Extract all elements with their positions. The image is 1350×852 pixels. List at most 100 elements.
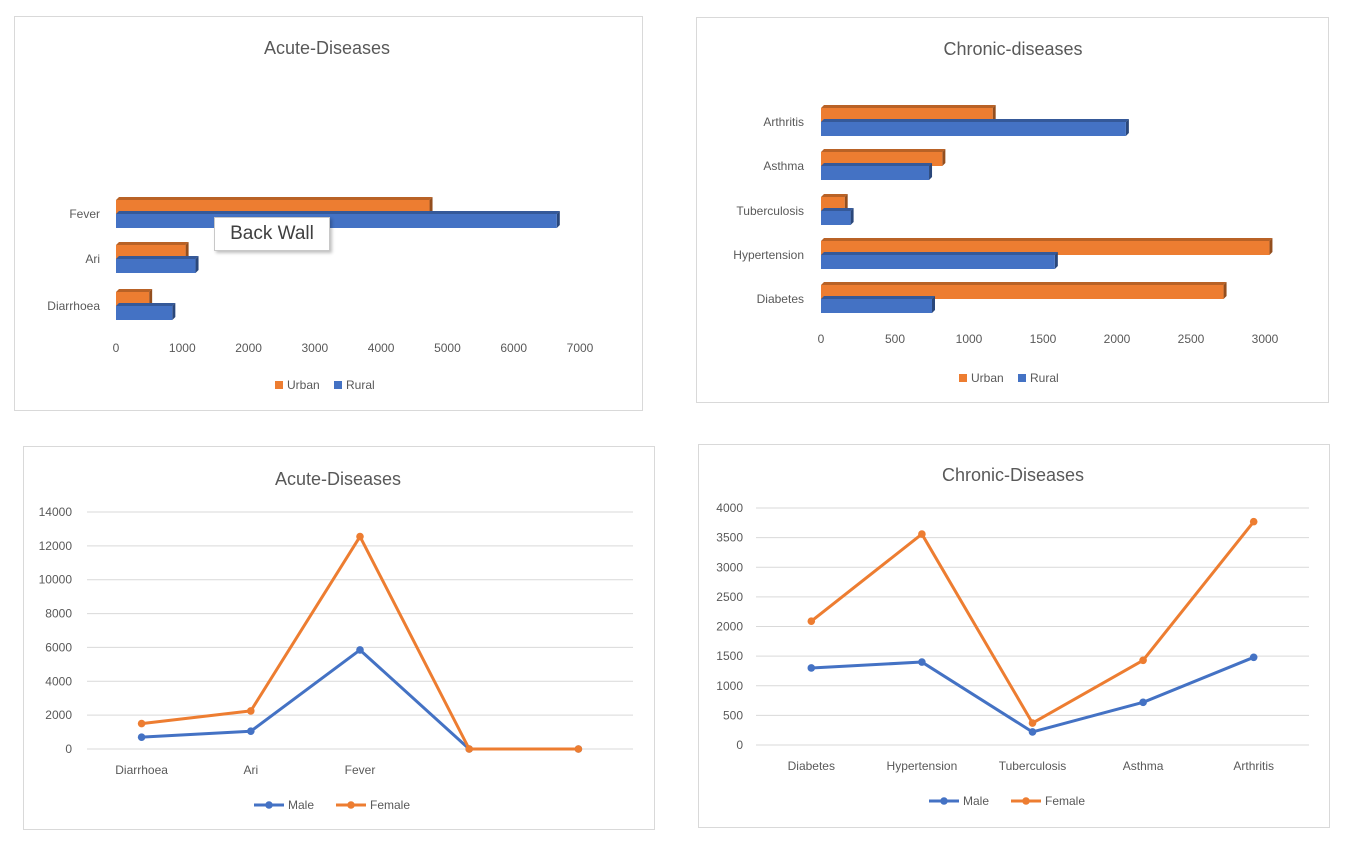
x-tick-label: 7000 [567,341,594,355]
y-tick-label: 6000 [45,640,72,654]
acute-line-chart-svg: Acute-Diseases 0 2000 4000 6000 8000 10000 1200… [39,469,633,812]
bar-urban [821,285,1224,299]
chart-title: Acute-Diseases [275,469,401,489]
data-point-male [807,664,816,672]
x-tick-label: 0 [113,341,120,355]
legend-label: Male [288,798,314,812]
bar-side-face [929,163,933,180]
data-point-female [356,532,364,541]
chart-title: Chronic-Diseases [942,465,1084,485]
chart-title: Acute-Diseases [264,38,390,58]
bar-urban [116,245,186,259]
x-tick-label: 2500 [1178,332,1205,346]
x-tick-label: 4000 [368,341,395,355]
x-tick-label: 500 [885,332,905,346]
bar-top-face [821,194,848,197]
y-tick-label: 0 [65,742,72,756]
data-point-female [918,530,926,538]
bar-side-face [942,149,946,166]
data-point-female [1249,517,1258,526]
y-tick-label: 1500 [716,649,743,663]
x-tick-label: 1500 [1030,332,1057,346]
data-point-male [1249,653,1258,662]
x-tick-label: 5000 [434,341,461,355]
bar-top-face [821,238,1273,241]
x-tick-label: 1000 [956,332,983,346]
bar-rural [116,214,557,228]
legend-label: Rural [346,378,375,392]
category-label: Diabetes [757,292,804,306]
bar-side-face [172,303,176,320]
bar-top-face [821,252,1058,255]
data-point-male [356,646,364,654]
data-point-female [465,745,474,753]
back-wall-tooltip: Back Wall [214,217,330,251]
acute-diseases-line-chart[interactable]: Acute-Diseases 0 2000 4000 6000 8000 10000 1200… [23,446,655,830]
y-tick-label: 0 [736,738,743,752]
legend-swatch-rural [1018,374,1026,382]
data-point-male [137,733,146,741]
acute-diseases-bar-chart[interactable]: Acute-Diseases 0 1000 2000 3000 4000 5000 6000 7… [14,16,643,411]
bar-rural [821,255,1055,269]
data-point-female [807,617,816,625]
bar-side-face [195,256,199,273]
legend-swatch-rural [334,381,342,389]
y-tick-label: 3500 [716,531,743,545]
bar-top-face [821,296,935,299]
chronic-diseases-line-chart[interactable]: Chronic-Diseases 0 500 1000 1500 2000 2500 3000… [698,444,1330,828]
data-point-female [137,719,146,728]
y-tick-label: 1000 [716,679,743,693]
bar-side-face [932,296,935,313]
x-tick-label: 3000 [302,341,329,355]
x-tick-label: 1000 [169,341,196,355]
bar-side-face [850,208,854,225]
series-line-female [810,520,1255,725]
legend-marker-female [1022,797,1030,805]
legend-swatch-urban [959,374,967,382]
y-tick-label: 2000 [45,708,72,722]
chronic-diseases-bar-chart[interactable]: Chronic-diseases 0 500 1000 1500 2000 2500 3000… [696,17,1329,403]
data-point-female [247,707,255,715]
category-label: Ari [243,763,258,777]
bar-top-face [116,289,153,292]
y-tick-label: 4000 [45,674,72,688]
bar-side-face [1269,238,1273,255]
legend-marker-female [347,801,355,809]
y-tick-label: 500 [723,708,743,722]
bar-urban [821,197,845,211]
series-line-male [141,648,579,751]
y-tick-label: 4000 [716,501,743,515]
category-label: Diabetes [788,759,835,773]
data-point-female [1028,719,1037,727]
y-tick-label: 10000 [39,573,73,587]
bar-rural [821,211,851,225]
bar-urban [821,241,1270,255]
data-point-male [918,658,926,666]
bar-side-face [429,197,433,214]
bar-side-face [992,105,996,122]
bar-rural [116,259,196,273]
bar-rural [821,166,930,180]
chart-title: Chronic-diseases [943,39,1082,59]
bar-side-face [844,194,848,211]
category-label: Fever [345,763,376,777]
legend-swatch-urban [275,381,283,389]
legend-label: Female [370,798,410,812]
bar-side-face [149,289,153,306]
y-tick-label: 2000 [716,620,743,634]
y-tick-label: 14000 [39,505,73,519]
bar-urban [116,200,430,214]
bar-top-face [116,197,433,200]
x-tick-label: 6000 [500,341,527,355]
legend-label: Male [963,794,989,808]
bar-top-face [116,256,199,259]
bar-top-face [116,211,560,214]
chronic-line-chart-svg: Chronic-Diseases 0 500 1000 1500 2000 2500 3000… [716,465,1309,808]
y-tick-label: 12000 [39,539,73,553]
data-point-male [1028,728,1037,736]
bar-urban [821,108,993,122]
bar-top-face [821,208,854,211]
data-point-male [1139,698,1147,707]
y-tick-label: 8000 [45,607,72,621]
data-point-female [1139,656,1147,665]
